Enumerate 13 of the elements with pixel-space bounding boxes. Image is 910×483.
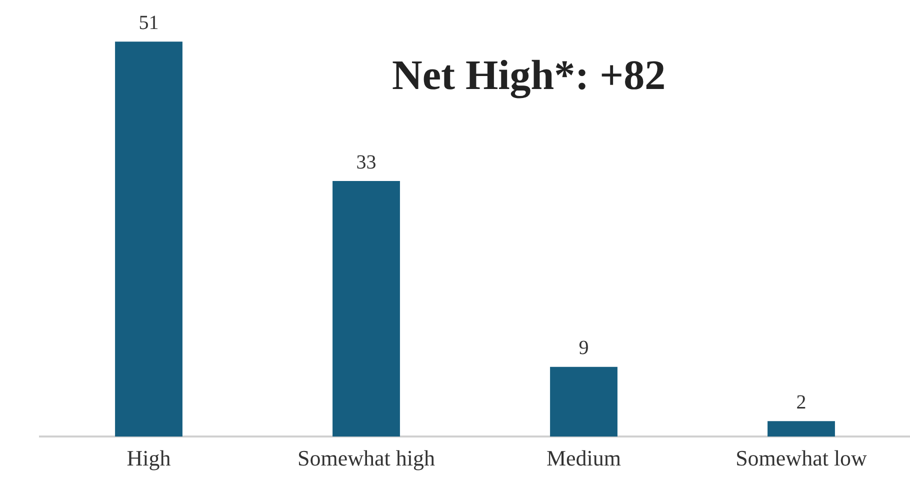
chart-title: Net High*: +82 [392, 52, 666, 100]
bar [768, 421, 835, 437]
x-tick-label: High [126, 446, 171, 471]
x-tick-label: Medium [546, 446, 622, 471]
x-tick-label: Somewhat high [298, 446, 435, 471]
bar [332, 181, 400, 437]
data-label: 9 [578, 337, 589, 360]
bar [115, 42, 182, 437]
data-label: 33 [356, 151, 376, 174]
data-label: 51 [138, 12, 159, 34]
bar [550, 366, 618, 437]
x-tick-label: Somewhat low [736, 446, 868, 471]
data-label: 2 [796, 391, 806, 414]
